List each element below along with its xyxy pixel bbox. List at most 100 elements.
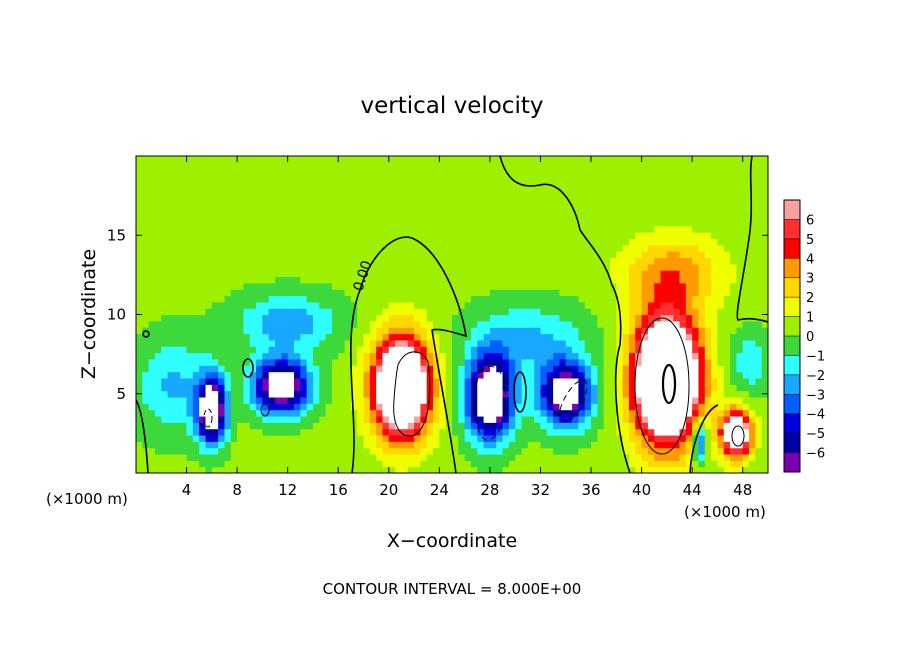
heatmap-cell (224, 415, 232, 423)
heatmap-cell (338, 384, 346, 392)
heatmap-cell (306, 194, 314, 201)
heatmap-cell (515, 339, 523, 347)
heatmap-cell (749, 460, 756, 468)
heatmap-cell (540, 295, 548, 303)
heatmap-cell (597, 460, 605, 468)
heatmap-cell (610, 453, 617, 461)
heatmap-cell (711, 175, 719, 182)
heatmap-cell (730, 377, 737, 385)
heatmap-cell (527, 320, 535, 328)
heatmap-cell (508, 460, 516, 468)
heatmap-cell (243, 276, 251, 284)
heatmap-cell (350, 403, 358, 411)
heatmap-cell (603, 244, 611, 252)
heatmap-cell (433, 377, 440, 385)
heatmap-cell (211, 453, 219, 461)
heatmap-cell (559, 466, 567, 473)
heatmap-cell (761, 346, 768, 354)
heatmap-cell (666, 238, 674, 246)
heatmap-cell (136, 422, 143, 430)
heatmap-cell (331, 156, 339, 163)
heatmap-cell (572, 466, 579, 473)
heatmap-cell (192, 244, 200, 252)
heatmap-cell (331, 422, 339, 430)
heatmap-cell (426, 251, 434, 259)
heatmap-cell (376, 422, 384, 430)
heatmap-cell (401, 181, 409, 189)
heatmap-cell (287, 333, 295, 341)
heatmap-cell (439, 194, 447, 201)
heatmap-cell (553, 377, 561, 385)
heatmap-cell (268, 339, 276, 347)
heatmap-cell (603, 320, 611, 328)
heatmap-cell (186, 371, 194, 379)
heatmap-cell (591, 441, 598, 449)
heatmap-cell (420, 466, 428, 473)
heatmap-cell (673, 181, 681, 189)
heatmap-cell (407, 276, 415, 284)
heatmap-cell (698, 377, 706, 385)
heatmap-cell (199, 263, 207, 271)
heatmap-cell (717, 295, 725, 303)
heatmap-cell (502, 415, 510, 423)
heatmap-cell (388, 181, 396, 189)
heatmap-cell (597, 162, 605, 170)
heatmap-cell (294, 206, 301, 214)
heatmap-cell (445, 219, 453, 227)
heatmap-cell (698, 232, 706, 240)
heatmap-cell (534, 371, 542, 379)
heatmap-cell (597, 434, 605, 442)
heatmap-cell (749, 352, 756, 360)
heatmap-cell (388, 422, 396, 430)
heatmap-cell (300, 289, 308, 297)
heatmap-cell (553, 460, 561, 468)
heatmap-cell (736, 175, 744, 182)
heatmap-cell (395, 156, 403, 163)
heatmap-cell (666, 320, 674, 328)
heatmap-cell (711, 219, 719, 227)
heatmap-cell (205, 422, 213, 430)
heatmap-cell (420, 377, 428, 385)
heatmap-cell (249, 175, 257, 182)
heatmap-cell (186, 206, 194, 214)
heatmap-cell (749, 225, 756, 233)
heatmap-cell (559, 200, 567, 208)
heatmap-cell (685, 460, 693, 468)
heatmap-cell (755, 422, 763, 430)
heatmap-cell (300, 282, 308, 290)
heatmap-cell (553, 320, 561, 328)
heatmap-cell (540, 225, 548, 233)
heatmap-cell (647, 244, 655, 252)
heatmap-cell (679, 257, 687, 265)
heatmap-cell (452, 213, 459, 220)
heatmap-cell (610, 346, 617, 354)
heatmap-cell (262, 441, 270, 449)
heatmap-cell (249, 396, 257, 404)
heatmap-cell (338, 377, 346, 385)
heatmap-cell (464, 270, 472, 278)
heatmap-cell (628, 206, 636, 214)
heatmap-cell (610, 390, 617, 398)
heatmap-cell (154, 225, 162, 233)
heatmap-cell (452, 453, 459, 461)
heatmap-cell (268, 244, 276, 252)
heatmap-cell (205, 162, 213, 170)
heatmap-cell (388, 390, 396, 398)
heatmap-cell (616, 251, 624, 259)
heatmap-cell (591, 447, 598, 455)
heatmap-cell (755, 200, 763, 208)
heatmap-cell (262, 434, 270, 442)
heatmap-cell (559, 251, 567, 259)
heatmap-cell (527, 308, 535, 316)
heatmap-cell (534, 263, 542, 271)
heatmap-cell (300, 320, 308, 328)
heatmap-cell (173, 301, 181, 309)
heatmap-cell (717, 358, 725, 366)
heatmap-cell (603, 352, 611, 360)
heatmap-cell (628, 187, 636, 195)
heatmap-cell (218, 200, 226, 208)
heatmap-cell (464, 194, 472, 201)
heatmap-cell (420, 333, 428, 341)
heatmap-cell (275, 251, 282, 259)
heatmap-cell (338, 358, 346, 366)
